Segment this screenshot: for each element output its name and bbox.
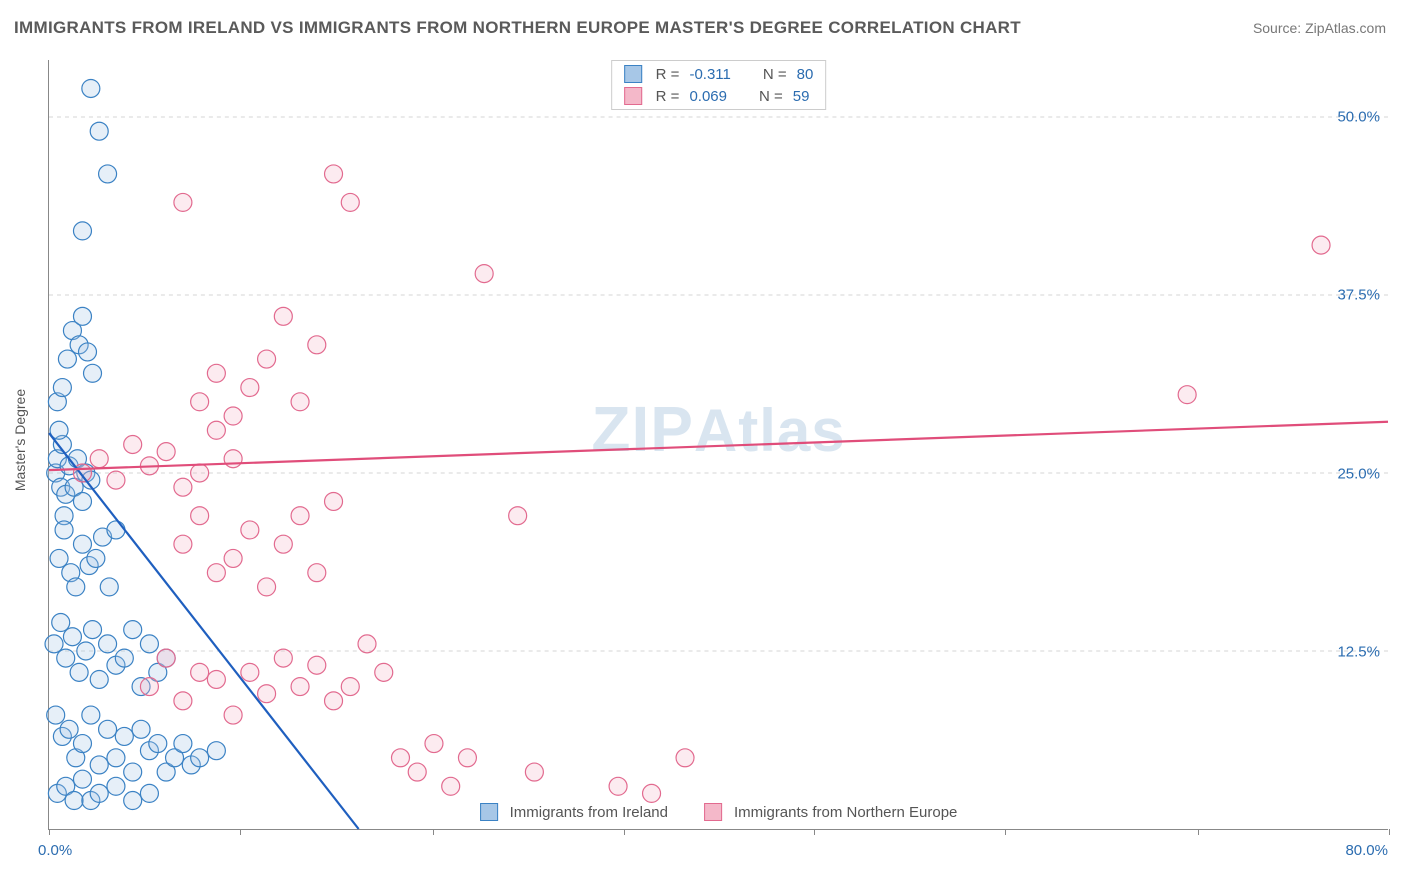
x-tick — [433, 829, 434, 835]
legend-stats: R = -0.311 N = 80 R = 0.069 N = 59 — [611, 60, 827, 110]
legend-stats-row: R = -0.311 N = 80 — [620, 63, 818, 85]
swatch-ireland — [624, 65, 642, 83]
r-value: 0.069 — [689, 88, 727, 105]
swatch-neurope — [704, 803, 722, 821]
x-tick — [624, 829, 625, 835]
n-label: N = — [759, 88, 783, 105]
x-tick — [1389, 829, 1390, 835]
x-tick — [240, 829, 241, 835]
legend-label: Immigrants from Ireland — [510, 804, 668, 821]
chart-svg — [49, 60, 1388, 829]
r-value: -0.311 — [689, 66, 730, 83]
x-min-label: 0.0% — [38, 842, 72, 859]
x-tick — [814, 829, 815, 835]
n-label: N = — [763, 66, 787, 83]
chart-title: IMMIGRANTS FROM IRELAND VS IMMIGRANTS FR… — [14, 18, 1021, 38]
x-tick — [1005, 829, 1006, 835]
x-tick — [1198, 829, 1199, 835]
y-tick-label: 25.0% — [1337, 465, 1380, 482]
y-tick-label: 12.5% — [1337, 643, 1380, 660]
swatch-neurope — [624, 87, 642, 105]
legend-label: Immigrants from Northern Europe — [734, 804, 957, 821]
y-tick-label: 50.0% — [1337, 109, 1380, 126]
r-label: R = — [656, 66, 680, 83]
r-label: R = — [656, 88, 680, 105]
source-attribution: Source: ZipAtlas.com — [1253, 20, 1386, 36]
legend-item-neurope: Immigrants from Northern Europe — [704, 803, 957, 821]
y-axis-title: Master's Degree — [12, 389, 28, 491]
x-tick — [49, 829, 50, 835]
swatch-ireland — [480, 803, 498, 821]
n-value: 80 — [797, 66, 814, 83]
legend-series: Immigrants from Ireland Immigrants from … — [476, 803, 962, 821]
x-max-label: 80.0% — [1345, 842, 1388, 859]
legend-item-ireland: Immigrants from Ireland — [480, 803, 668, 821]
legend-stats-row: R = 0.069 N = 59 — [620, 85, 818, 107]
plot-area: ZIPAtlas R = -0.311 N = 80 R = 0.069 N =… — [48, 60, 1388, 830]
y-tick-label: 37.5% — [1337, 287, 1380, 304]
n-value: 59 — [793, 88, 810, 105]
